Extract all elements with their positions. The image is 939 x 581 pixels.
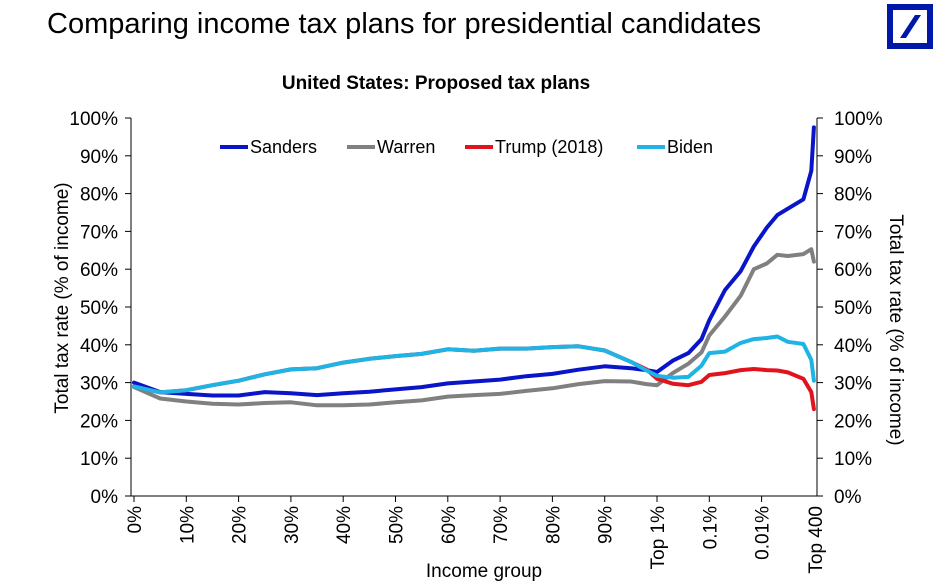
axes: 0% 0% 10% 10% 20% 20% 30% 30% 40% 40% 50% 50% 60% 60%… [69,109,882,574]
x-tick-label: 0.1% [700,506,721,549]
y-tick-label-right: 70% [834,222,872,243]
series-lines [132,125,816,412]
y-tick-label-right: 20% [834,411,872,432]
y-tick-label-left: 30% [80,374,118,395]
legend: Sanders Warren Trump (2018) Biden [220,137,713,157]
legend-label: Sanders [250,137,317,157]
legend-label: Trump (2018) [495,137,603,157]
y-axis-title-left: Total tax rate (% of income) [52,182,73,413]
x-tick-label: 0% [125,506,146,534]
deutsche-bank-logo-icon [887,4,933,49]
y-tick-label-left: 60% [80,260,118,281]
x-tick-label: Top 1% [648,506,669,569]
x-tick-label: 50% [387,506,408,544]
y-tick-label-left: 80% [80,185,118,206]
y-tick-label-left: 70% [80,222,118,243]
y-tick-label-right: 100% [834,109,883,130]
x-tick-label: 90% [596,506,617,544]
x-axis-title: Income group [426,561,542,581]
series-line-trump-2018 [132,344,816,412]
y-tick-label-right: 0% [834,487,862,508]
x-tick-label: 70% [491,506,512,544]
x-tick-label: 40% [334,506,355,544]
page-title: Comparing income tax plans for president… [47,8,762,40]
x-tick-label: 10% [177,506,198,544]
x-tick-label: 0.01% [753,506,774,560]
y-tick-label-left: 100% [69,109,118,130]
y-tick-label-right: 50% [834,298,872,319]
chart-title: United States: Proposed tax plans [282,73,590,94]
y-tick-label-right: 40% [834,336,872,357]
x-tick-label: 80% [543,506,564,544]
y-tick-label-right: 90% [834,147,872,168]
x-tick-label: 60% [439,506,460,544]
y-tick-label-left: 10% [80,449,118,470]
y-tick-label-left: 0% [91,487,119,508]
x-tick-label: Top 400 [806,506,827,574]
y-tick-label-left: 90% [80,147,118,168]
series-line-biden [132,334,816,395]
y-tick-label-right: 80% [834,185,872,206]
y-tick-label-right: 60% [834,260,872,281]
y-tick-label-left: 40% [80,336,118,357]
legend-label: Biden [667,137,713,157]
y-tick-label-left: 20% [80,411,118,432]
y-axis-title-right: Total tax rate (% of income) [885,214,906,445]
x-tick-label: 20% [230,506,251,544]
y-tick-label-left: 50% [80,298,118,319]
legend-label: Warren [377,137,435,157]
series-line-sanders [132,125,816,398]
x-tick-label: 30% [282,506,303,544]
y-tick-label-right: 10% [834,449,872,470]
y-tick-label-right: 30% [834,374,872,395]
